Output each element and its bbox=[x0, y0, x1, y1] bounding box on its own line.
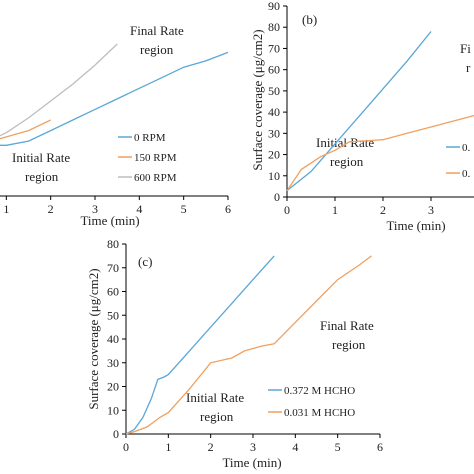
panel-a-initial-rate-label: Initial Rate bbox=[12, 150, 70, 165]
panel-a-final-rate-label: Final Rate bbox=[130, 23, 184, 38]
panel-c-y-tick-label: 60 bbox=[107, 285, 119, 299]
panel-c-initial-rate-label: Initial Rate bbox=[186, 390, 244, 405]
panel-c-y-tick-label: 40 bbox=[107, 332, 119, 346]
panel-b-y-tick-label: 90 bbox=[268, 0, 280, 13]
panel-c-legend-label: 0.372 M HCHO bbox=[284, 385, 355, 397]
panel-a-final-region-label: region bbox=[140, 42, 174, 57]
panel-a-x-tick-label: 1 bbox=[3, 202, 9, 216]
panel-b-final-region-fragment: r bbox=[466, 60, 471, 75]
panel-b-xlabel: Time (min) bbox=[386, 218, 445, 233]
panel-c-y-tick-label: 30 bbox=[107, 356, 119, 370]
panel-c-legend-label: 0.031 M HCHO bbox=[284, 407, 355, 419]
panel-b-series-0-line bbox=[286, 31, 432, 192]
panel-b-y-tick-label: 70 bbox=[268, 41, 280, 55]
panel-c-x-tick-label: 2 bbox=[208, 440, 214, 454]
panel-a-x-tick-label: 5 bbox=[181, 202, 187, 216]
panel-b-y-tick-label: 10 bbox=[268, 169, 280, 183]
panel-c-ylabel: Surface coverage (μg/cm2) bbox=[86, 268, 101, 409]
panel-a-series-1-line bbox=[0, 119, 51, 140]
panel-b-y-tick-label: 0 bbox=[274, 190, 280, 204]
panel-b-initial-region-label: region bbox=[330, 154, 364, 169]
panel-a-legend: 0 RPM 150 RPM 600 RPM bbox=[118, 132, 177, 184]
panel-b-legend-label: 0. bbox=[462, 168, 471, 180]
panel-a-x-tick-label: 4 bbox=[136, 202, 142, 216]
panel-c-y-tick-label: 80 bbox=[107, 237, 119, 251]
panel-c: 0 10 20 30 40 50 60 70 80 0 1 2 3 4 5 6 Surface covera… bbox=[86, 237, 383, 470]
panel-c-y-tick-label: 70 bbox=[107, 261, 119, 275]
panel-c-y-tick-label: 0 bbox=[113, 427, 119, 441]
panel-c-y-tick-label: 20 bbox=[107, 380, 119, 394]
panel-b-y-tick-label: 60 bbox=[268, 63, 280, 77]
panel-b-x-tick-label: 2 bbox=[380, 203, 386, 217]
panel-a-legend-label: 0 RPM bbox=[134, 132, 166, 144]
panel-c-series-0-line bbox=[125, 255, 275, 435]
panel-a-x-tick-label: 3 bbox=[92, 202, 98, 216]
panel-c-final-rate-label: Final Rate bbox=[320, 318, 374, 333]
panel-c-label: (c) bbox=[138, 254, 152, 269]
panel-a-xlabel: Time (min) bbox=[80, 213, 139, 228]
panel-c-initial-region-label: region bbox=[200, 409, 234, 424]
panel-b-initial-rate-label: Initial Rate bbox=[316, 135, 374, 150]
panel-c-x-tick-label: 5 bbox=[335, 440, 341, 454]
panel-a-initial-region-label: region bbox=[25, 169, 59, 184]
panel-b-x-tick-label: 3 bbox=[428, 203, 434, 217]
panel-a-legend-label: 150 RPM bbox=[134, 152, 177, 164]
panel-c-y-tick-label: 50 bbox=[107, 308, 119, 322]
panel-a-x-tick-label: 2 bbox=[48, 202, 54, 216]
panel-b-legend: 0. 0. bbox=[446, 142, 471, 180]
panel-b-y-tick-label: 30 bbox=[268, 126, 280, 140]
panel-b-y-tick-label: 40 bbox=[268, 105, 280, 119]
panel-b-final-rate-fragment: Fi bbox=[460, 41, 471, 56]
panel-b-ylabel: Surface coverage (μg/cm2) bbox=[250, 29, 265, 170]
panel-a-series-0-line bbox=[0, 51, 229, 146]
panel-b-x-tick-label: 0 bbox=[284, 203, 290, 217]
panel-c-series-1-line bbox=[125, 255, 372, 435]
panel-c-x-tick-label: 1 bbox=[165, 440, 171, 454]
panel-b-y-tick-label: 20 bbox=[268, 148, 280, 162]
panel-c-x-tick-label: 0 bbox=[123, 440, 129, 454]
panel-c-x-tick-label: 3 bbox=[250, 440, 256, 454]
panel-b-y-tick-label: 50 bbox=[268, 84, 280, 98]
panel-b-series-1-line bbox=[286, 114, 474, 191]
panel-c-xlabel: Time (min) bbox=[222, 455, 281, 470]
panel-b-x-tick-label: 1 bbox=[332, 203, 338, 217]
panel-c-x-tick-label: 6 bbox=[377, 440, 383, 454]
panel-b-label: (b) bbox=[302, 12, 317, 27]
panel-c-legend: 0.372 M HCHO 0.031 M HCHO bbox=[268, 385, 355, 419]
panel-a-x-tick-label: 6 bbox=[225, 202, 231, 216]
panel-a-legend-label: 600 RPM bbox=[134, 172, 177, 184]
panel-c-final-region-label: region bbox=[332, 337, 366, 352]
panel-a-series-2-line bbox=[0, 43, 118, 137]
panel-c-y-tick-label: 10 bbox=[107, 403, 119, 417]
panel-b-y-tick-label: 80 bbox=[268, 20, 280, 34]
panel-a: 1 2 3 4 5 6 Time (min) Final Rate region Init… bbox=[0, 23, 231, 228]
panel-c-x-tick-label: 4 bbox=[292, 440, 298, 454]
panel-b-legend-label: 0. bbox=[462, 142, 471, 154]
